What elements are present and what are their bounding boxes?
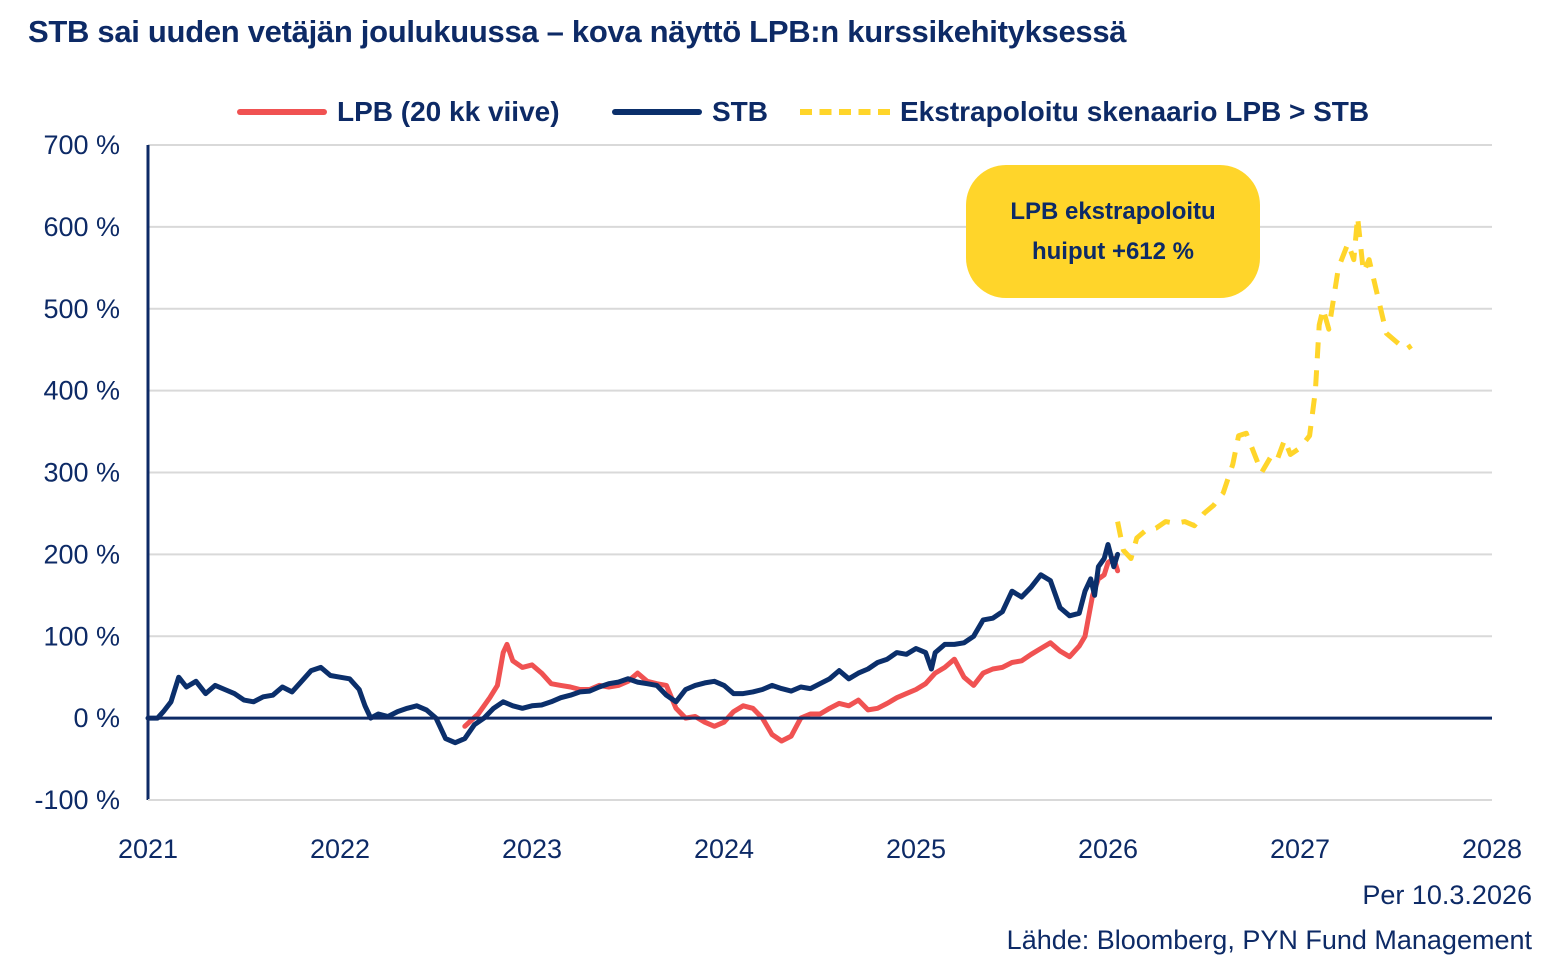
gridlines (148, 144, 1492, 801)
x-tick-label: 2024 (694, 834, 754, 864)
source-note: Lähde: Bloomberg, PYN Fund Management (1006, 925, 1532, 955)
y-tick-label: 0 % (73, 703, 120, 733)
series-line-extrapolated (1115, 214, 1413, 561)
y-tick-label: 700 % (43, 130, 120, 160)
y-tick-label: 500 % (43, 294, 120, 324)
axes (146, 145, 1492, 801)
legend-swatch-lpb (237, 109, 327, 115)
x-tick-label: 2026 (1078, 834, 1138, 864)
legend: LPB (20 kk viive) STB Ekstrapoloitu sken… (0, 90, 1562, 134)
y-axis-tick-labels: -100 % 0 % 100 % 200 % 300 % 400 % 500 % 600 % 7… (34, 130, 120, 815)
y-tick-label: 600 % (43, 212, 120, 242)
legend-swatch-extrapolated (800, 109, 890, 115)
as-of-date: Per 10.3.2026 (1362, 880, 1532, 910)
peak-annotation-callout: LPB ekstrapoloitu huiput +612 % (966, 165, 1260, 298)
series-line-stb (145, 542, 1121, 746)
y-tick-label: -100 % (34, 785, 120, 815)
x-tick-label: 2025 (886, 834, 946, 864)
chart-title: STB sai uuden vetäjän joulukuussa – kova… (28, 14, 1127, 49)
y-tick-label: 400 % (43, 376, 120, 406)
annotation-line-2: huiput +612 % (1031, 237, 1195, 265)
legend-label-extrapolated: Ekstrapoloitu skenaario LPB > STB (900, 96, 1370, 127)
y-tick-label: 100 % (43, 621, 120, 651)
y-tick-label: 300 % (43, 458, 120, 488)
annotation-line-1: LPB ekstrapoloitu (1010, 197, 1216, 225)
legend-label-lpb: LPB (20 kk viive) (337, 96, 560, 127)
x-tick-label: 2028 (1462, 834, 1522, 864)
y-tick-label: 200 % (43, 539, 120, 569)
x-tick-label: 2023 (502, 834, 562, 864)
legend-label-stb: STB (712, 96, 768, 127)
legend-swatch-stb (612, 109, 702, 115)
legend-item-lpb: LPB (20 kk viive) (237, 90, 560, 134)
x-axis-tick-labels: 2021 2022 2023 2024 2025 2026 2027 2028 (118, 834, 1522, 864)
x-tick-label: 2022 (310, 834, 370, 864)
legend-item-extrapolated: Ekstrapoloitu skenaario LPB > STB (800, 90, 1369, 134)
legend-item-stb: STB (612, 90, 768, 134)
series-line-lpb (462, 556, 1121, 744)
x-tick-label: 2021 (118, 834, 178, 864)
x-tick-label: 2027 (1270, 834, 1330, 864)
